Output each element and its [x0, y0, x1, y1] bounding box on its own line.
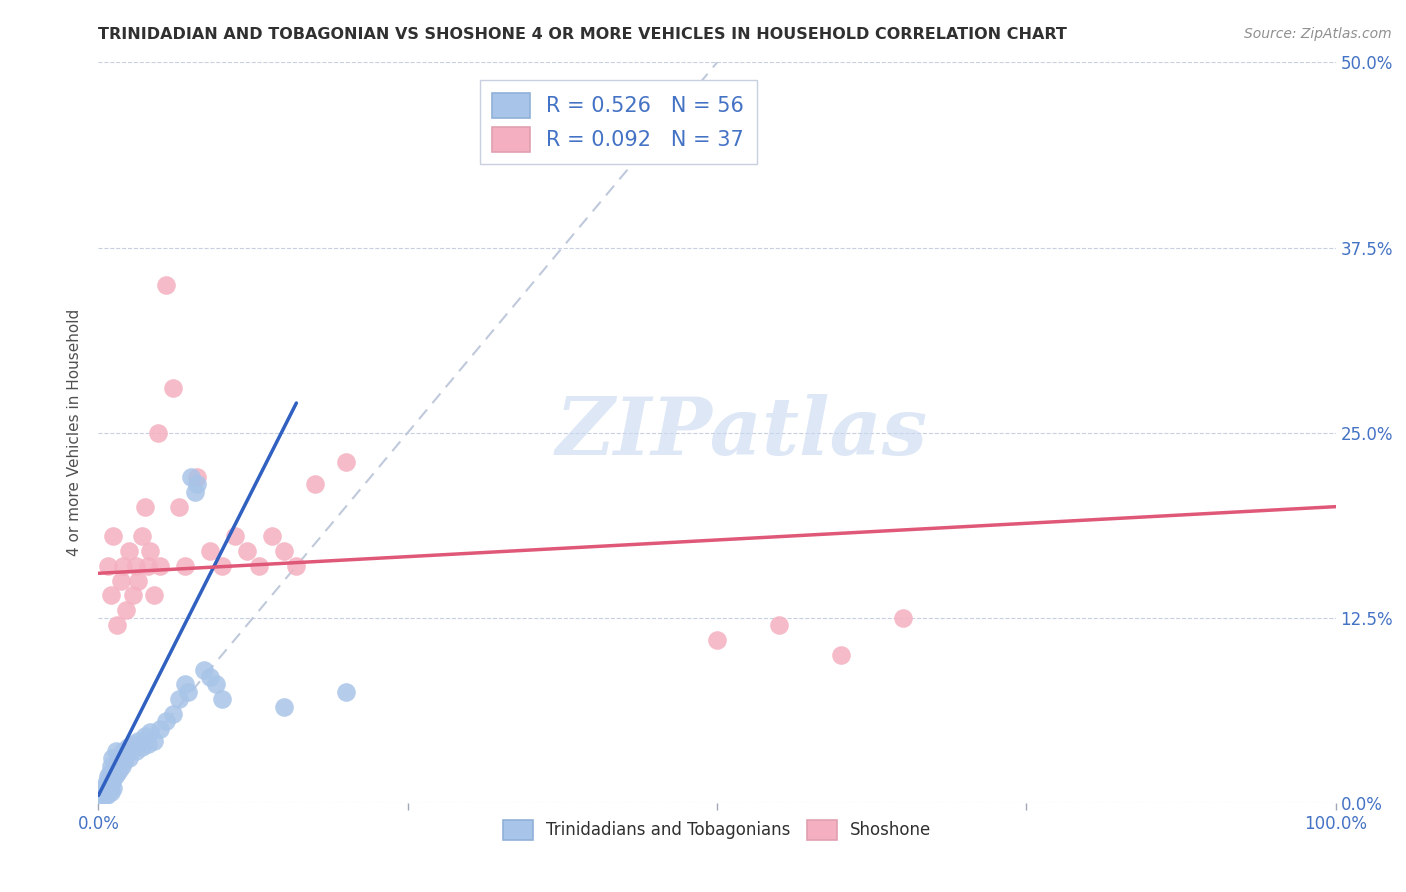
Point	[174, 677, 197, 691]
Point	[91, 789, 114, 803]
Point	[103, 769, 125, 783]
Point	[335, 455, 357, 469]
Point	[174, 558, 197, 573]
Point	[100, 758, 122, 772]
Text: TRINIDADIAN AND TOBAGONIAN VS SHOSHONE 4 OR MORE VEHICLES IN HOUSEHOLD CORRELATI: TRINIDADIAN AND TOBAGONIAN VS SHOSHONE 4…	[98, 27, 1067, 42]
Point	[136, 558, 159, 573]
Point	[96, 773, 118, 788]
Point	[134, 500, 156, 514]
Point	[112, 744, 135, 758]
Point	[198, 544, 221, 558]
Point	[186, 477, 208, 491]
Point	[110, 751, 132, 765]
Point	[101, 751, 124, 765]
Point	[93, 780, 115, 795]
Point	[124, 744, 146, 758]
Point	[211, 692, 233, 706]
Point	[167, 692, 190, 706]
Point	[104, 744, 127, 758]
Point	[186, 470, 208, 484]
Point	[100, 589, 122, 603]
Point	[830, 648, 852, 662]
Point	[167, 500, 190, 514]
Point	[198, 670, 221, 684]
Point	[155, 277, 177, 292]
Point	[97, 769, 120, 783]
Point	[155, 714, 177, 729]
Point	[107, 755, 129, 769]
Point	[98, 780, 121, 795]
Point	[131, 739, 153, 754]
Point	[768, 618, 790, 632]
Point	[117, 739, 139, 754]
Point	[103, 529, 125, 543]
Point	[273, 699, 295, 714]
Point	[93, 789, 115, 804]
Point	[180, 470, 202, 484]
Point	[122, 589, 145, 603]
Point	[260, 529, 283, 543]
Point	[103, 780, 125, 795]
Point	[131, 529, 153, 543]
Point	[134, 729, 156, 743]
Point	[211, 558, 233, 573]
Point	[94, 778, 117, 792]
Point	[224, 529, 246, 543]
Point	[127, 574, 149, 588]
Point	[114, 603, 136, 617]
Point	[143, 733, 166, 747]
Point	[176, 685, 198, 699]
Point	[193, 663, 215, 677]
Point	[127, 733, 149, 747]
Point	[236, 544, 259, 558]
Point	[105, 766, 128, 780]
Point	[97, 558, 120, 573]
Point	[273, 544, 295, 558]
Point	[304, 477, 326, 491]
Point	[97, 784, 120, 798]
Y-axis label: 4 or more Vehicles in Household: 4 or more Vehicles in Household	[67, 309, 83, 557]
Point	[100, 785, 122, 799]
Point	[247, 558, 270, 573]
Text: Source: ZipAtlas.com: Source: ZipAtlas.com	[1244, 27, 1392, 41]
Legend: Trinidadians and Tobagonians, Shoshone: Trinidadians and Tobagonians, Shoshone	[492, 810, 942, 850]
Point	[112, 558, 135, 573]
Point	[162, 706, 184, 721]
Point	[124, 558, 146, 573]
Point	[118, 751, 141, 765]
Point	[184, 484, 207, 499]
Point	[101, 773, 124, 788]
Point	[118, 544, 141, 558]
Point	[706, 632, 728, 647]
Point	[108, 763, 131, 777]
Point	[139, 724, 162, 739]
Point	[143, 589, 166, 603]
Point	[891, 610, 914, 624]
Point	[146, 425, 169, 440]
Point	[104, 758, 127, 772]
Point	[105, 618, 128, 632]
Point	[100, 778, 122, 792]
Point	[335, 685, 357, 699]
Point	[114, 748, 136, 763]
Point	[103, 763, 125, 777]
Point	[149, 558, 172, 573]
Point	[122, 737, 145, 751]
Point	[96, 789, 118, 803]
Point	[139, 544, 162, 558]
Point	[205, 677, 228, 691]
Point	[93, 784, 115, 798]
Point	[98, 766, 121, 780]
Point	[162, 381, 184, 395]
Point	[136, 737, 159, 751]
Point	[285, 558, 308, 573]
Text: ZIPatlas: ZIPatlas	[555, 394, 928, 471]
Point	[110, 574, 132, 588]
Point	[111, 758, 134, 772]
Point	[149, 722, 172, 736]
Point	[90, 793, 112, 807]
Point	[94, 787, 117, 801]
Point	[112, 755, 135, 769]
